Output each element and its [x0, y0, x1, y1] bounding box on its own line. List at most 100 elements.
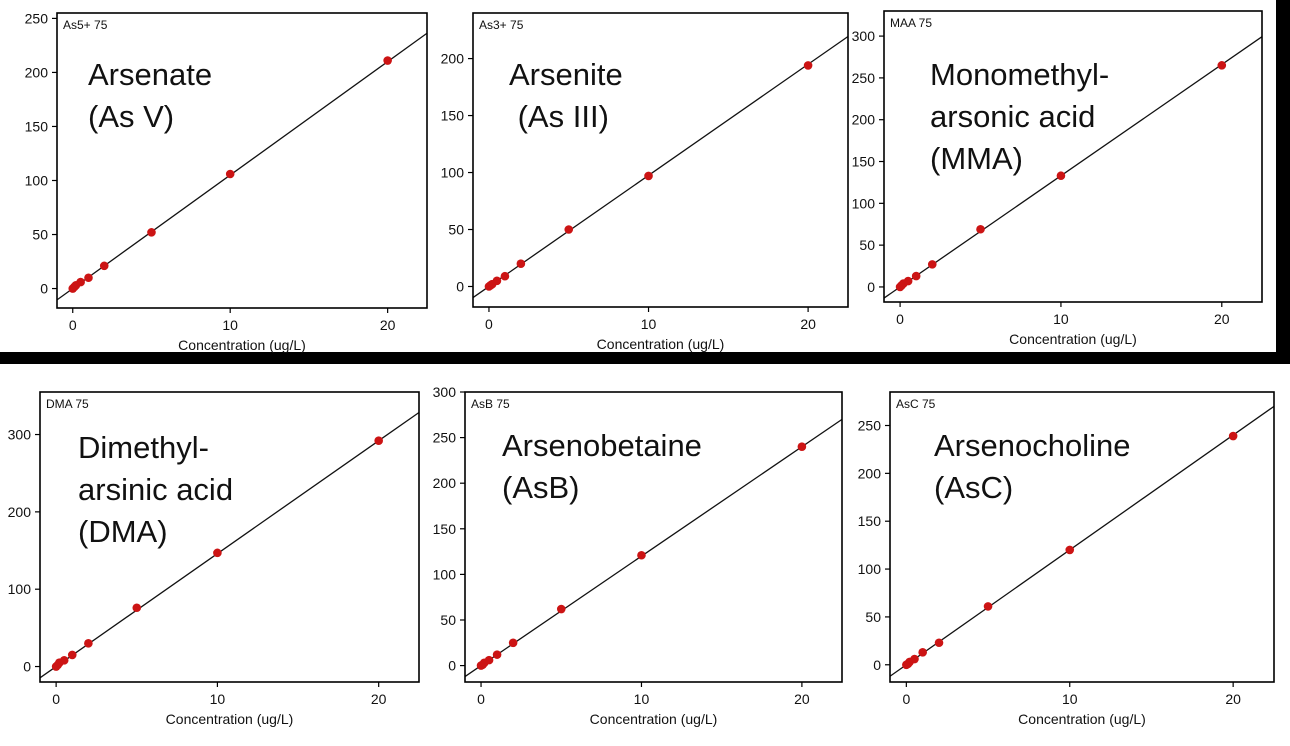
data-point — [516, 259, 526, 268]
y-tick-label: 250 — [858, 417, 882, 433]
x-tick-label: 20 — [1214, 311, 1230, 327]
data-point — [492, 276, 502, 286]
data-point — [225, 169, 235, 179]
fit-line — [473, 35, 848, 299]
y-tick-label: 200 — [852, 112, 876, 128]
plot-frame — [56, 12, 428, 309]
chart-title-line: (AsC) — [934, 470, 1013, 505]
y-tick-label: 200 — [433, 475, 457, 491]
plot-frame — [472, 12, 849, 308]
data-point — [383, 56, 392, 65]
chart-tag: DMA 75 — [46, 397, 89, 411]
x-tick-label: 0 — [52, 691, 60, 707]
x-tick-label: 0 — [477, 691, 485, 707]
y-tick-label: 300 — [433, 384, 457, 400]
x-axis-label: Concentration (ug/L) — [590, 711, 718, 727]
data-point — [1056, 171, 1066, 181]
calibration-chart-mma: 0 50 100 150 200 250 300 0 10 20 Concentration (ug… — [852, 10, 1263, 347]
y-tick-label: 100 — [8, 581, 32, 597]
chart-title-line: Arsenocholine — [934, 428, 1130, 463]
y-tick-label: 0 — [448, 658, 456, 674]
y-tick-label: 100 — [852, 195, 876, 211]
y-tick-label: 250 — [25, 10, 49, 26]
y-tick-label: 100 — [25, 172, 49, 188]
plot-frame — [889, 391, 1275, 683]
fit-line — [890, 405, 1274, 677]
x-axis-label: Concentration (ug/L) — [178, 337, 306, 353]
y-tick-label: 150 — [858, 513, 882, 529]
chart-tag: AsC 75 — [896, 397, 936, 411]
data-point — [910, 654, 919, 664]
y-tick-label: 150 — [852, 154, 876, 170]
data-point — [637, 550, 646, 560]
plot-frame — [464, 391, 843, 683]
data-point — [59, 656, 69, 665]
calibration-chart-asc: 0 50 100 150 200 250 0 10 20 Concentration (ug/L)… — [858, 391, 1275, 727]
chart-title-line: Arsenobetaine — [502, 428, 702, 463]
data-point — [76, 277, 85, 287]
data-point — [644, 171, 653, 181]
data-point — [983, 602, 993, 611]
y-tick-label: 100 — [858, 561, 882, 577]
y-tick-label: 200 — [25, 64, 49, 80]
y-tick-label: 50 — [859, 237, 875, 253]
data-point — [492, 650, 502, 659]
y-tick-label: 0 — [40, 281, 48, 297]
x-tick-label: 20 — [800, 316, 816, 332]
data-point — [1217, 61, 1227, 70]
plot-frame — [39, 391, 420, 683]
x-tick-label: 10 — [634, 691, 650, 707]
chart-title-line: (As V) — [88, 99, 174, 134]
calibration-chart-arsenite: 0 50 100 150 200 0 10 20 Concentration (ug/L) As3… — [441, 12, 849, 352]
fit-line — [57, 32, 427, 301]
y-tick-label: 150 — [441, 108, 465, 124]
data-point — [903, 276, 913, 286]
chart-title-line: arsinic acid — [78, 472, 233, 507]
chart-title-line: (As III) — [509, 99, 609, 134]
y-tick-label: 200 — [858, 465, 882, 481]
data-point — [500, 271, 510, 281]
data-point — [84, 639, 93, 648]
plot-frame — [883, 10, 1263, 303]
y-tick-label: 50 — [865, 609, 881, 625]
chart-tag: As5+ 75 — [63, 18, 108, 32]
data-point — [1065, 545, 1075, 555]
chart-title-line: Arsenite — [509, 57, 623, 92]
y-tick-label: 0 — [873, 657, 881, 673]
data-point — [508, 638, 518, 648]
data-point — [934, 638, 944, 648]
y-tick-label: 50 — [32, 227, 48, 243]
x-axis-label: Concentration (ug/L) — [1018, 711, 1146, 727]
x-tick-label: 20 — [794, 691, 810, 707]
data-point — [1228, 431, 1238, 441]
y-tick-label: 200 — [441, 51, 465, 67]
x-tick-label: 10 — [1053, 311, 1069, 327]
calibration-chart-arsenate: 0 50 100 150 200 250 0 10 20 Concentration (ug/L)… — [25, 10, 428, 353]
chart-title-line: arsonic acid — [930, 99, 1095, 134]
y-tick-label: 0 — [456, 278, 464, 294]
x-tick-label: 10 — [210, 691, 226, 707]
data-point — [374, 436, 383, 446]
x-tick-label: 10 — [222, 317, 238, 333]
data-point — [918, 648, 927, 657]
data-point — [132, 603, 142, 613]
black-edge-band — [1276, 0, 1290, 364]
y-tick-label: 150 — [433, 521, 457, 537]
chart-tag: As3+ 75 — [479, 18, 524, 32]
data-point — [99, 261, 109, 271]
black-divider-band — [0, 352, 1290, 364]
data-point — [564, 225, 574, 234]
chart-title-line: Monomethyl- — [930, 57, 1109, 92]
y-tick-label: 100 — [433, 566, 457, 582]
chart-title-line: Dimethyl- — [78, 430, 209, 465]
y-tick-label: 300 — [852, 28, 876, 44]
x-axis-label: Concentration (ug/L) — [1009, 331, 1137, 347]
x-tick-label: 0 — [902, 691, 910, 707]
x-axis-label: Concentration (ug/L) — [166, 711, 294, 727]
chart-title-line: (DMA) — [78, 514, 168, 549]
fit-line — [884, 36, 1262, 299]
y-tick-label: 150 — [25, 118, 49, 134]
y-tick-label: 50 — [440, 612, 456, 628]
fit-line — [40, 411, 419, 679]
x-tick-label: 20 — [371, 691, 387, 707]
